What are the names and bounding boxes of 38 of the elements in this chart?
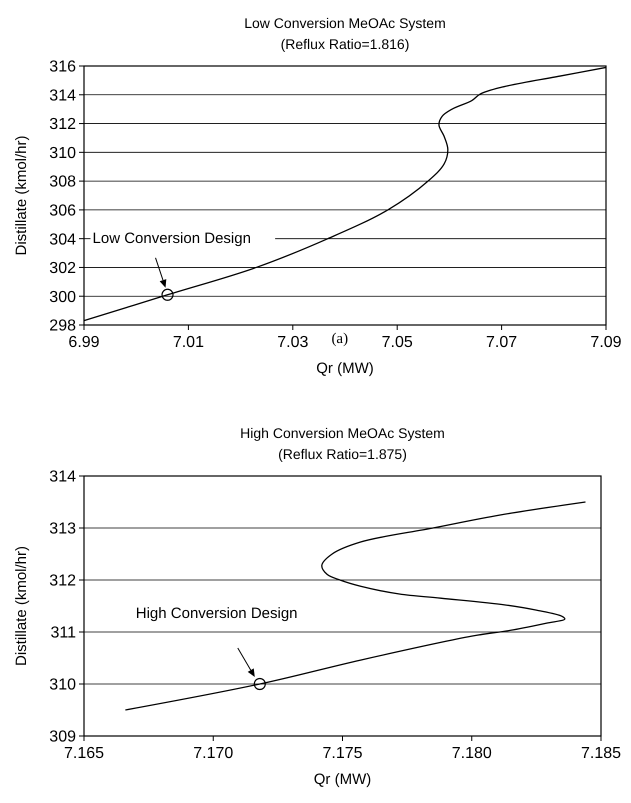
x-tick-label: 7.09 [590, 334, 622, 351]
x-tick-label: 7.170 [193, 745, 234, 762]
chart-subtitle: (Reflux Ratio=1.875) [278, 446, 407, 462]
x-tick-label: 7.05 [382, 334, 413, 351]
y-tick-label: 313 [49, 520, 76, 538]
y-tick-label: 312 [49, 572, 76, 590]
x-tick-label: 7.03 [277, 334, 308, 351]
y-tick-label: 306 [49, 202, 76, 220]
x-tick-label: 7.185 [580, 745, 622, 762]
x-tick-label: 7.175 [322, 745, 363, 762]
text: (a) [331, 331, 348, 347]
chart-title: Low Conversion MeOAc System [244, 15, 446, 31]
annotation: Low Conversion Design [92, 230, 251, 247]
y-tick-label: 310 [49, 144, 76, 162]
y-tick-label: 314 [49, 468, 76, 486]
y-tick-label: 310 [49, 676, 76, 694]
y-tick-label: 312 [49, 116, 76, 134]
x-axis-title: Qr (MW) [316, 360, 374, 377]
y-tick-label: 308 [49, 174, 76, 191]
y-tick-label: 302 [49, 260, 76, 278]
chart-subtitle: (Reflux Ratio=1.816) [280, 36, 410, 52]
y-tick-label: 311 [50, 624, 76, 642]
y-tick-label: 316 [49, 58, 76, 76]
y-tick-label: 309 [49, 728, 76, 746]
y-tick-label: 314 [49, 87, 76, 104]
y-tick-label: 298 [49, 318, 76, 335]
x-tick-label: 7.165 [64, 745, 104, 762]
chart-title: High Conversion MeOAc System [240, 425, 445, 441]
x-tick-label: 7.180 [452, 745, 492, 762]
y-tick-label: 300 [49, 288, 76, 306]
x-tick-label: 6.99 [68, 334, 100, 351]
x-tick-label: 7.01 [172, 334, 204, 351]
y-tick-label: 304 [49, 231, 76, 248]
x-tick-label: 7.07 [486, 334, 518, 351]
y-axis-title: Distillate (kmol/hr) [13, 135, 30, 256]
x-axis-title: Qr (MW) [314, 771, 372, 788]
y-axis-title: Distillate (kmol/hr) [13, 546, 30, 666]
annotation: High Conversion Design [136, 605, 298, 622]
